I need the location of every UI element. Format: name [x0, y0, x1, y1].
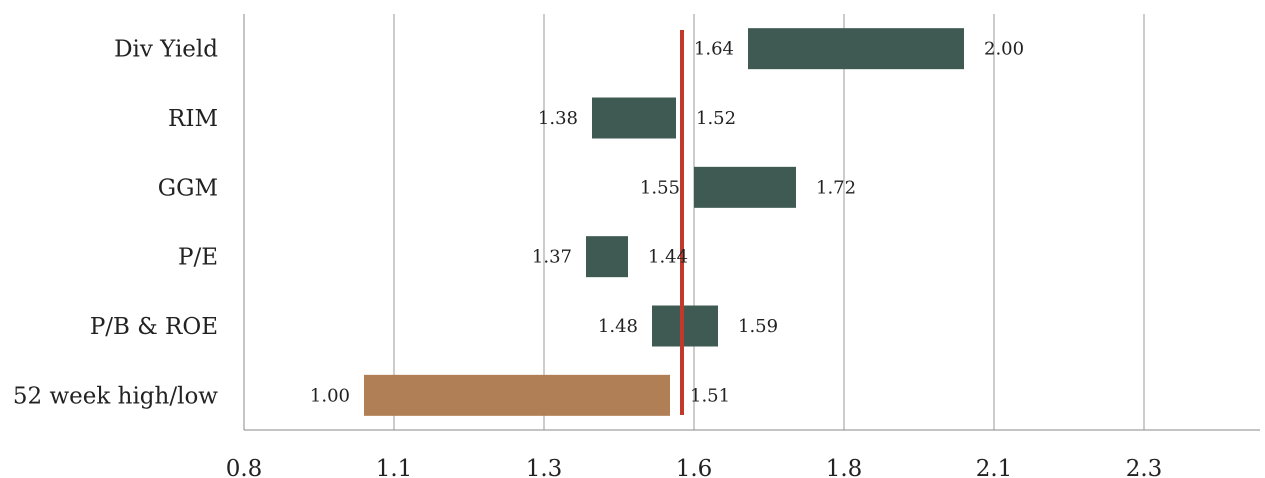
x-tick-label: 1.1 — [376, 456, 413, 478]
low-value-label: 1.38 — [538, 108, 578, 129]
gridlines — [393, 14, 1145, 430]
range-bar — [748, 28, 964, 70]
high-value-label: 1.59 — [738, 316, 778, 337]
x-tick-label: 2.1 — [976, 456, 1013, 478]
range-bar — [364, 374, 670, 416]
low-value-label: 1.64 — [694, 39, 734, 60]
data-labels: 1.64 2.00 1.38 1.52 1.55 1.72 1.37 1.44 1.48 1.59… — [310, 39, 1024, 407]
x-tick-label: 1.6 — [676, 456, 713, 478]
high-value-label: 1.72 — [816, 177, 856, 198]
range-bars — [364, 28, 964, 416]
range-bar — [592, 97, 676, 139]
low-value-label: 1.37 — [532, 247, 572, 268]
range-bar — [586, 236, 628, 278]
category-label: P/E — [178, 245, 218, 271]
high-value-label: 1.44 — [648, 247, 688, 268]
category-label: Div Yield — [114, 37, 218, 63]
category-label: RIM — [168, 106, 218, 132]
high-value-label: 1.52 — [696, 108, 736, 129]
category-label: P/B & ROE — [90, 314, 218, 340]
category-label: 52 week high/low — [13, 383, 218, 409]
x-tick-label: 0.8 — [226, 456, 263, 478]
low-value-label: 1.00 — [310, 385, 350, 406]
category-label: GGM — [158, 175, 218, 201]
x-tick-label: 1.8 — [826, 456, 863, 478]
range-bar — [694, 166, 796, 208]
x-tick-label: 1.3 — [526, 456, 563, 478]
x-tick-labels: 0.8 1.1 1.3 1.6 1.8 2.1 2.3 — [226, 456, 1163, 478]
high-value-label: 1.51 — [690, 385, 730, 406]
low-value-label: 1.48 — [598, 316, 638, 337]
x-tick-label: 2.3 — [1126, 456, 1163, 478]
low-value-label: 1.55 — [640, 177, 680, 198]
axes — [243, 14, 1260, 431]
range-bar — [652, 305, 718, 347]
category-labels: Div Yield RIM GGM P/E P/B & ROE 52 week high/… — [13, 37, 218, 410]
high-value-label: 2.00 — [984, 39, 1024, 60]
